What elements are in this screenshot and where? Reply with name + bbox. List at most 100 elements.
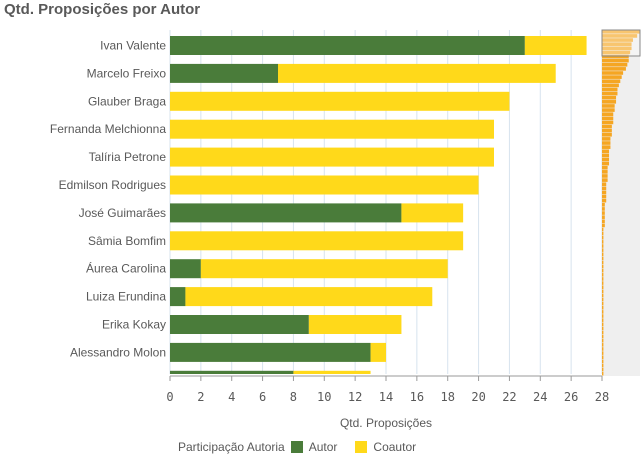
bar-coautor-partial	[293, 370, 371, 374]
minimap-bar	[602, 223, 605, 228]
minimap-bar	[602, 359, 604, 364]
x-tick-label: 22	[502, 390, 516, 404]
minimap-bar	[602, 38, 633, 42]
minimap-bar	[602, 207, 605, 211]
minimap-bar	[602, 128, 612, 133]
minimap-bar	[602, 91, 618, 96]
minimap-bar	[602, 174, 608, 178]
minimap-bar	[602, 120, 614, 125]
minimap-bar	[602, 161, 610, 166]
x-tick-label: 20	[471, 390, 485, 404]
minimap-bar	[602, 285, 604, 289]
bar-autor[interactable]	[170, 342, 371, 362]
minimap-bar	[602, 132, 612, 137]
legend-item-autor[interactable]: Autor	[290, 440, 338, 454]
minimap-bar	[602, 215, 605, 219]
minimap-bar	[602, 149, 610, 154]
chart-title: Qtd. Proposições por Autor	[4, 1, 201, 18]
minimap-bar	[602, 252, 604, 257]
minimap-bar	[602, 227, 604, 232]
minimap-bar	[602, 334, 604, 339]
category-label: Marcelo Freixo	[87, 66, 167, 80]
minimap-scroll-thumb[interactable]	[601, 29, 641, 57]
minimap-bar	[602, 219, 605, 224]
minimap-bar	[602, 79, 621, 84]
minimap-bar	[602, 347, 604, 351]
minimap-bar	[602, 75, 622, 79]
category-label: Alessandro Molon	[70, 345, 166, 359]
minimap-bar	[602, 355, 604, 360]
legend-label-autor: Autor	[308, 440, 338, 454]
category-label: Edmilson Rodrigues	[59, 178, 166, 192]
minimap-bar	[602, 367, 604, 372]
category-label: Luiza Erundina	[86, 290, 166, 304]
x-tick-label: 2	[197, 390, 204, 404]
bar-autor[interactable]	[170, 315, 309, 334]
minimap-bar	[602, 194, 607, 199]
category-label: Fernanda Melchionna	[50, 122, 166, 136]
x-tick-label: 12	[348, 390, 362, 404]
minimap-bar	[602, 182, 607, 187]
x-tick-label: 24	[533, 390, 547, 404]
minimap-bar	[602, 104, 615, 108]
minimap-bar	[602, 318, 604, 322]
bar-autor[interactable]	[170, 203, 402, 223]
minimap-bar	[602, 330, 604, 335]
category-label: Talíria Petrone	[89, 150, 167, 164]
bar-coautor[interactable]	[170, 231, 464, 251]
minimap-bar	[602, 301, 604, 306]
bar-autor[interactable]	[170, 259, 201, 279]
legend: Participação Autoria Autor Coautor	[178, 440, 434, 454]
minimap-bar	[602, 231, 604, 236]
bar-coautor[interactable]	[170, 175, 479, 195]
x-tick-label: 16	[410, 390, 424, 404]
minimap-bar	[602, 67, 626, 71]
minimap-bar	[602, 46, 632, 51]
minimap-bar	[602, 153, 610, 158]
minimap-bar	[602, 203, 605, 207]
minimap-bar	[602, 137, 611, 141]
category-label: Glauber Braga	[88, 94, 166, 108]
legend-swatch-autor	[290, 441, 303, 453]
legend-item-coautor[interactable]: Coautor	[355, 440, 416, 454]
minimap-bar	[602, 343, 604, 347]
bar-autor[interactable]	[170, 63, 278, 83]
minimap-bar	[602, 124, 612, 129]
minimap-bar	[602, 211, 605, 215]
minimap-bar	[602, 338, 604, 343]
x-tick-label: 18	[440, 390, 454, 404]
minimap-bar	[602, 310, 604, 314]
bar-coautor[interactable]	[200, 259, 448, 279]
x-tick-label: 6	[259, 390, 266, 404]
minimap-bar	[602, 260, 604, 265]
minimap-bar	[602, 100, 617, 104]
bar-coautor[interactable]	[170, 119, 494, 139]
bar-coautor[interactable]	[524, 36, 587, 55]
bar-coautor[interactable]	[278, 63, 556, 83]
bar-coautor[interactable]	[170, 147, 494, 167]
minimap-bar	[602, 297, 604, 302]
bar-coautor[interactable]	[308, 315, 402, 334]
bar-coautor[interactable]	[170, 91, 510, 111]
minimap-bar	[602, 248, 604, 252]
minimap-bar	[602, 116, 614, 121]
minimap-bar	[602, 58, 629, 63]
minimap-bar	[602, 363, 604, 368]
minimap-bar	[602, 244, 604, 248]
bar-coautor[interactable]	[185, 287, 433, 307]
legend-label-coautor: Coautor	[373, 440, 417, 454]
x-tick-label: 28	[595, 390, 609, 404]
category-label: Áurea Carolina	[86, 261, 166, 276]
bar-coautor[interactable]	[370, 342, 386, 362]
bar-autor[interactable]	[170, 36, 525, 55]
minimap-bar	[602, 141, 611, 145]
x-tick-label: 0	[166, 390, 173, 404]
minimap-bar	[602, 71, 624, 75]
x-tick-label: 4	[228, 390, 235, 404]
minimap-bar	[602, 314, 604, 318]
bar-coautor[interactable]	[401, 203, 464, 223]
bar-autor[interactable]	[170, 287, 186, 307]
minimap-bar	[602, 305, 604, 310]
minimap-bar	[602, 170, 608, 174]
